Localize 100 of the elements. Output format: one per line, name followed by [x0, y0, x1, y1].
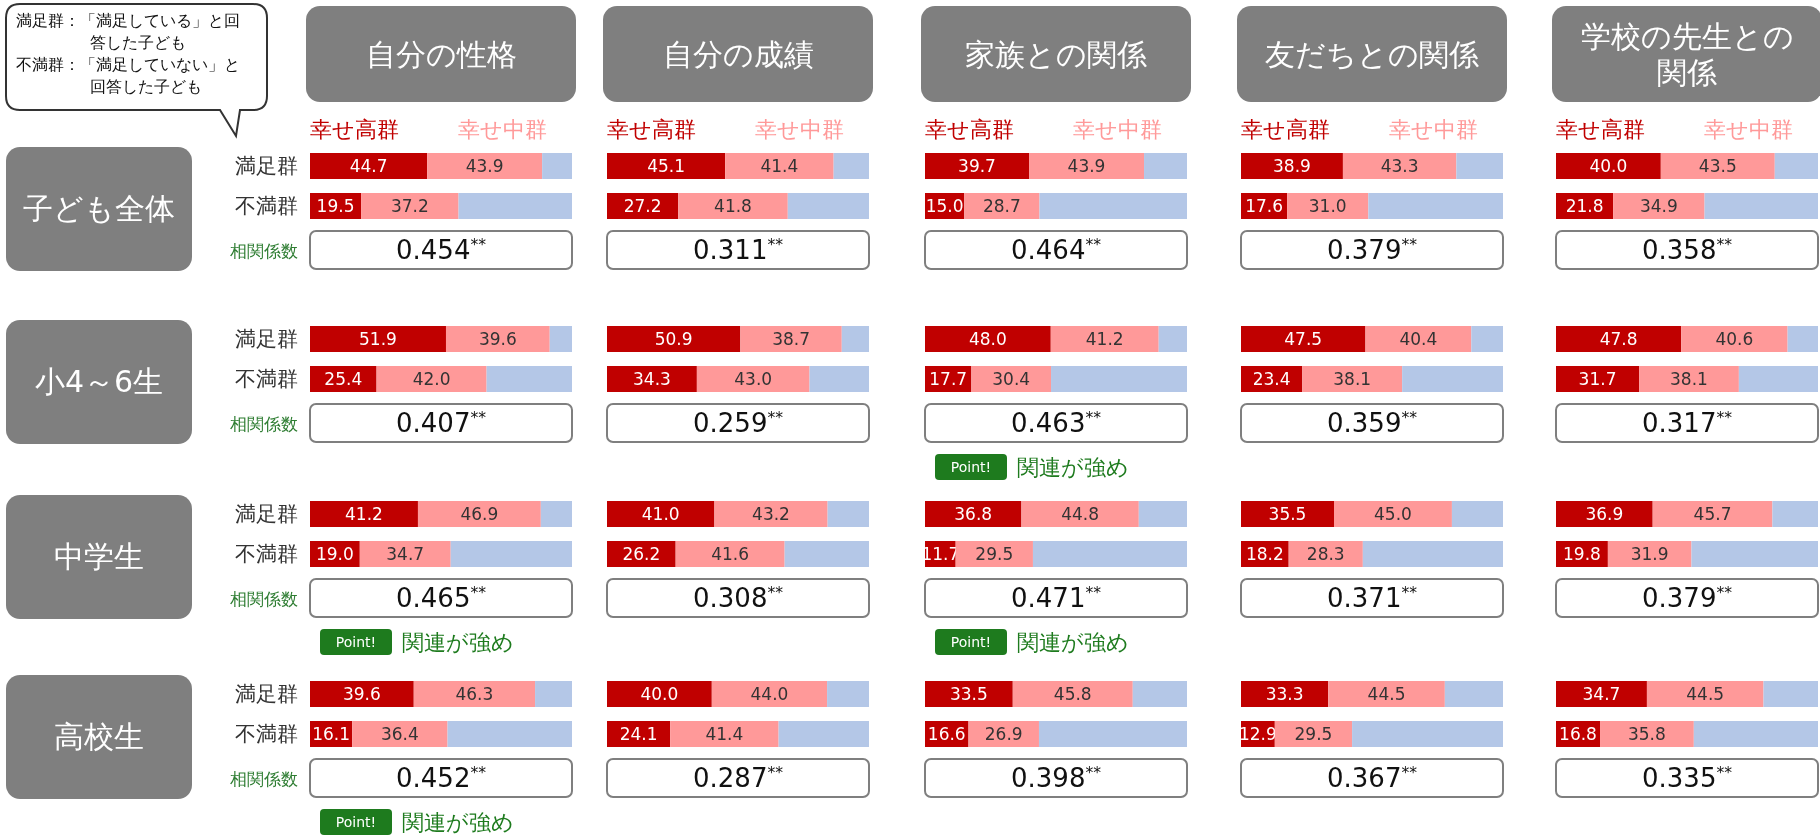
data-label: 43.5: [1698, 156, 1737, 176]
data-label: 16.1: [312, 724, 351, 744]
bar: [486, 366, 572, 392]
data-label: 41.0: [641, 504, 680, 524]
text: 不満群：「満足していない」と回答した子ども: [16, 55, 240, 96]
y-tick-label: 不満群: [235, 722, 298, 746]
text: Point!: [950, 634, 992, 650]
bar: [675, 541, 785, 567]
data-label: 45.0: [1374, 504, 1412, 524]
bar: [696, 366, 810, 392]
data-label: 16.8: [1559, 724, 1597, 744]
bar: [1362, 541, 1503, 567]
bar: [1646, 681, 1764, 707]
bar: [458, 193, 572, 219]
data-label: 43.9: [465, 156, 504, 176]
data-label: 36.8: [954, 504, 993, 524]
data-label: 43.3: [1380, 156, 1419, 176]
bar: [1029, 153, 1145, 179]
data-label: 23.4: [1252, 369, 1291, 389]
series-label: 幸せ高群: [1241, 117, 1330, 142]
data-label: 42.0: [412, 369, 451, 389]
data-label: 51.9: [359, 329, 397, 349]
text: 0.311$^{**}$: [692, 235, 784, 265]
data-label: 35.8: [1627, 724, 1666, 744]
data-label: 41.2: [345, 504, 383, 524]
bar: [607, 153, 726, 179]
data-label: 34.3: [633, 369, 671, 389]
chart-title: 自分の性格: [365, 37, 517, 72]
bar: [1402, 366, 1503, 392]
text: 0.367$^{**}$: [1326, 763, 1418, 793]
text: 0.465$^{**}$: [395, 583, 487, 613]
series-label: 幸せ高群: [925, 117, 1014, 142]
data-label: 30.4: [992, 369, 1031, 389]
data-label: 31.0: [1308, 196, 1347, 216]
text: 0.398$^{**}$: [1010, 763, 1102, 793]
text: 0.259$^{**}$: [692, 408, 784, 438]
bar: [1038, 721, 1187, 747]
y-tick-label: 満足群: [235, 327, 298, 351]
bar: [1738, 366, 1818, 392]
bar: [1302, 366, 1403, 392]
bar: [1158, 326, 1187, 352]
text: 相関係数: [230, 241, 298, 261]
text: 相関係数: [230, 589, 298, 609]
data-label: 41.6: [711, 544, 750, 564]
bar: [445, 326, 550, 352]
bar: [1451, 501, 1503, 527]
bar: [447, 721, 572, 747]
y-tick-label: 満足群: [235, 682, 298, 706]
data-label: 41.4: [705, 724, 744, 744]
data-label: 45.7: [1693, 504, 1732, 524]
y-axis-title: 中学生: [54, 539, 144, 574]
bar: [1342, 153, 1457, 179]
bar: [535, 681, 572, 707]
bar: [607, 366, 697, 392]
y-tick-label: 不満群: [235, 542, 298, 566]
text: 関連が強め: [1017, 455, 1129, 480]
y-tick-label: 満足群: [235, 502, 298, 526]
data-label: 46.3: [455, 684, 494, 704]
bar: [1032, 541, 1187, 567]
data-label: 24.1: [619, 724, 658, 744]
bar: [417, 501, 541, 527]
data-label: 43.2: [752, 504, 790, 524]
data-label: 37.2: [390, 196, 429, 216]
bar: [1652, 501, 1773, 527]
data-label: 46.9: [460, 504, 499, 524]
data-label: 26.2: [622, 544, 661, 564]
bar: [542, 153, 572, 179]
bar: [1144, 153, 1187, 179]
data-label: 35.5: [1268, 504, 1307, 524]
series-label: 幸せ中群: [1389, 117, 1478, 142]
text: 0.471$^{**}$: [1010, 583, 1102, 613]
text: 0.287$^{**}$: [692, 763, 784, 793]
bar: [827, 681, 869, 707]
data-label: 45.8: [1053, 684, 1092, 704]
bar: [833, 153, 869, 179]
data-label: 38.1: [1333, 369, 1372, 389]
bar: [925, 153, 1030, 179]
bar: [1241, 153, 1343, 179]
data-label: 19.5: [316, 196, 355, 216]
bar: [1012, 681, 1133, 707]
bar: [1774, 153, 1818, 179]
data-label: 47.5: [1284, 329, 1323, 349]
bar: [607, 326, 741, 352]
bar: [778, 721, 869, 747]
bar: [1368, 193, 1503, 219]
y-axis-title: 高校生: [54, 719, 144, 754]
text: 0.464$^{**}$: [1010, 235, 1102, 265]
data-label: 47.8: [1599, 329, 1638, 349]
text: 0.407$^{**}$: [395, 408, 487, 438]
text: 関連が強め: [402, 630, 514, 655]
data-label: 38.7: [772, 329, 810, 349]
series-label: 幸せ中群: [1704, 117, 1793, 142]
bar: [1241, 681, 1329, 707]
bar: [1772, 501, 1818, 527]
bar: [925, 681, 1013, 707]
data-label: 33.3: [1265, 684, 1304, 704]
text: 0.317$^{**}$: [1641, 408, 1733, 438]
bar: [725, 153, 834, 179]
data-label: 45.1: [647, 156, 686, 176]
bar: [1691, 541, 1818, 567]
